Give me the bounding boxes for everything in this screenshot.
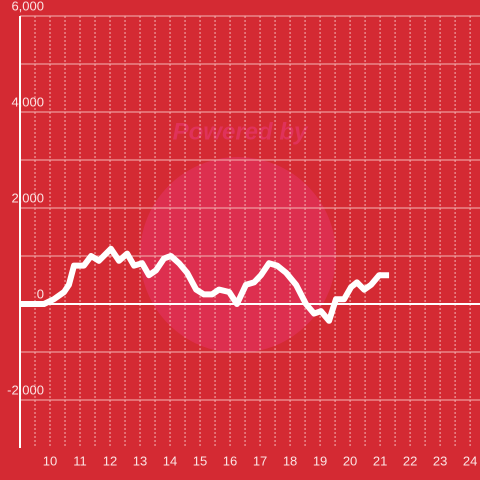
y-tick-label: 4,000 xyxy=(11,94,44,109)
x-tick-label: 14 xyxy=(163,453,177,468)
x-tick-label: 13 xyxy=(133,453,147,468)
x-tick-label: 19 xyxy=(313,453,327,468)
x-tick-label: 20 xyxy=(343,453,357,468)
x-tick-label: 10 xyxy=(43,453,57,468)
x-tick-label: 18 xyxy=(283,453,297,468)
y-tick-label: 6,000 xyxy=(11,0,44,13)
x-tick-label: 21 xyxy=(373,453,387,468)
data-line xyxy=(20,245,390,324)
x-tick-label: 16 xyxy=(223,453,237,468)
y-tick-label: 0 xyxy=(37,286,44,301)
x-tick-label: 15 xyxy=(193,453,207,468)
y-tick-label: 2,000 xyxy=(11,190,44,205)
watermark: Powered by xyxy=(173,118,309,145)
x-tick-label: 22 xyxy=(403,453,417,468)
x-tick-label: 12 xyxy=(103,453,117,468)
y-tick-label: -2,000 xyxy=(7,382,44,397)
x-tick-label: 17 xyxy=(253,453,267,468)
x-tick-label: 11 xyxy=(73,453,87,468)
x-tick-label: 24 xyxy=(463,453,477,468)
x-tick-label: 23 xyxy=(433,453,447,468)
